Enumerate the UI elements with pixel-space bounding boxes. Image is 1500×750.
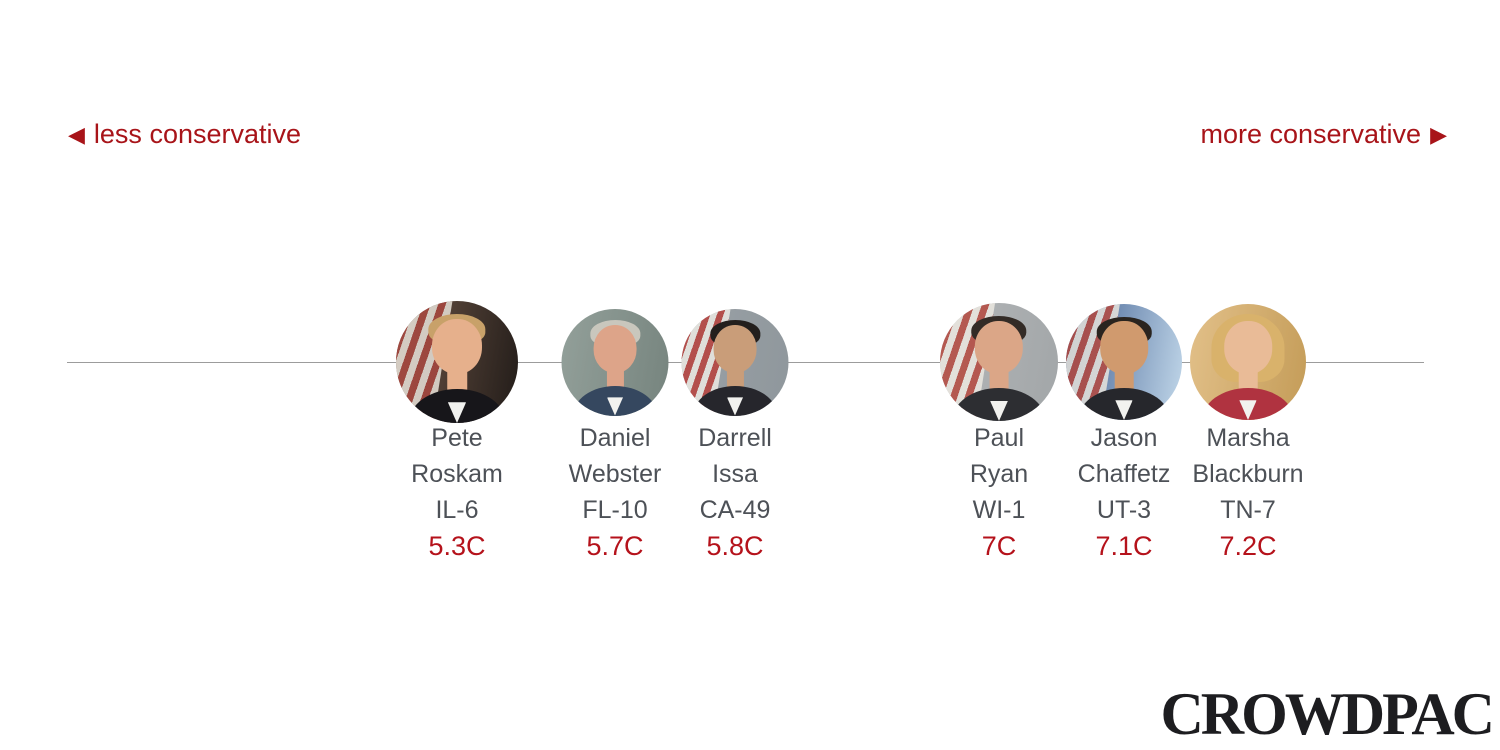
avatar-head bbox=[713, 324, 757, 373]
right-arrow-icon: ▶ bbox=[1430, 122, 1447, 147]
politician-score: 5.7C bbox=[586, 531, 644, 561]
politician-card: Darrell Issa CA-49 5.8C bbox=[645, 0, 825, 600]
politician-first-name: Jason bbox=[1090, 424, 1158, 452]
politician-district: UT-3 bbox=[1096, 496, 1152, 524]
politician-card: Pete Roskam IL-6 5.3C bbox=[367, 0, 547, 600]
politician-card: Jason Chaffetz UT-3 7.1C bbox=[1034, 0, 1214, 600]
politician-label: Paul Ryan WI-1 7C bbox=[909, 420, 1089, 564]
avatar-head bbox=[593, 324, 637, 373]
politician-district: CA-49 bbox=[699, 496, 771, 524]
avatar bbox=[940, 303, 1058, 421]
politician-card: Paul Ryan WI-1 7C bbox=[909, 0, 1089, 600]
politician-score: 7C bbox=[981, 531, 1017, 561]
politician-score: 7.2C bbox=[1219, 531, 1277, 561]
politician-last-name: Blackburn bbox=[1192, 460, 1304, 488]
politician-last-name: Roskam bbox=[411, 460, 503, 488]
politician-first-name: Paul bbox=[973, 424, 1025, 452]
avatar bbox=[1066, 304, 1182, 420]
avatar-head bbox=[974, 320, 1024, 374]
crowdpac-logo: CROWDPAC bbox=[1160, 681, 1495, 747]
avatar bbox=[1190, 304, 1306, 420]
avatar-head bbox=[1100, 321, 1148, 374]
politician-last-name: Ryan bbox=[969, 460, 1029, 488]
less-conservative-text: less conservative bbox=[93, 119, 302, 149]
politician-first-name: Pete bbox=[431, 424, 483, 452]
politician-label: Pete Roskam IL-6 5.3C bbox=[367, 420, 547, 564]
politician-first-name: Marsha bbox=[1206, 424, 1290, 452]
politician-district: FL-10 bbox=[582, 496, 648, 524]
politician-score: 7.1C bbox=[1095, 531, 1153, 561]
left-arrow-icon: ◀ bbox=[68, 122, 85, 147]
less-conservative-label: ◀ less conservative bbox=[68, 119, 301, 149]
avatar bbox=[681, 308, 789, 416]
politician-last-name: Webster bbox=[568, 460, 662, 488]
more-conservative-text: more conservative bbox=[1200, 119, 1422, 149]
avatar-head bbox=[431, 319, 483, 375]
politician-district: TN-7 bbox=[1220, 496, 1276, 524]
avatar bbox=[396, 301, 518, 423]
politician-district: WI-1 bbox=[972, 496, 1026, 524]
politician-score: 5.8C bbox=[706, 531, 764, 561]
politician-card: Daniel Webster FL-10 5.7C bbox=[525, 0, 705, 600]
politician-score: 5.3C bbox=[428, 531, 486, 561]
politician-card: Marsha Blackburn TN-7 7.2C bbox=[1158, 0, 1338, 600]
avatar-head bbox=[1224, 321, 1272, 374]
politician-district: IL-6 bbox=[435, 496, 479, 524]
avatar bbox=[561, 308, 669, 416]
more-conservative-label: more conservative ▶ bbox=[1200, 119, 1447, 149]
politician-label: Marsha Blackburn TN-7 7.2C bbox=[1158, 420, 1338, 564]
politician-label: Darrell Issa CA-49 5.8C bbox=[645, 420, 825, 564]
politician-last-name: Issa bbox=[712, 460, 758, 488]
politician-label: Daniel Webster FL-10 5.7C bbox=[525, 420, 705, 564]
politician-first-name: Darrell bbox=[698, 424, 772, 452]
politician-first-name: Daniel bbox=[579, 424, 651, 452]
politician-last-name: Chaffetz bbox=[1077, 460, 1171, 488]
politician-label: Jason Chaffetz UT-3 7.1C bbox=[1034, 420, 1214, 564]
